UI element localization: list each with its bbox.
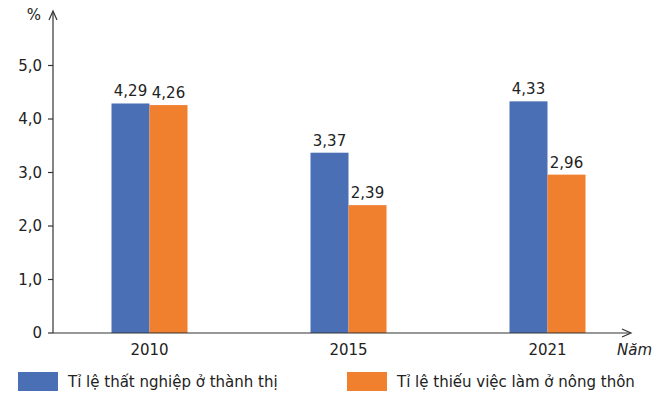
bar — [311, 153, 349, 333]
data-label: 4,33 — [512, 80, 545, 98]
legend-label: Tỉ lệ thiếu việc làm ở nông thôn — [396, 373, 635, 391]
bar — [349, 205, 387, 333]
data-label: 2,96 — [550, 154, 583, 172]
chart-svg: 4,29 3,37 4,33 4,26 2,39 2,96 0 1,0 2,0 3,0 4,0 5,0… — [0, 0, 660, 405]
chart-container: 4,29 3,37 4,33 4,26 2,39 2,96 0 1,0 2,0 3,0 4,0 5,0… — [0, 0, 660, 405]
bars — [112, 101, 586, 333]
bar — [150, 105, 188, 333]
x-tick-label: 2010 — [130, 341, 168, 359]
y-axis-arrow — [49, 11, 57, 20]
y-tick — [48, 65, 53, 66]
y-tick-label: 3,0 — [18, 164, 42, 182]
bar — [510, 101, 548, 333]
x-axis — [53, 332, 630, 333]
legend-swatch — [347, 372, 387, 391]
bar — [112, 103, 150, 333]
y-tick — [48, 225, 53, 226]
y-tick-label: 4,0 — [18, 110, 42, 128]
y-tick — [48, 332, 53, 333]
data-label: 3,37 — [313, 132, 346, 150]
y-tick-label: 0 — [32, 324, 42, 342]
x-axis-label: Năm — [617, 341, 652, 359]
y-axis-label: % — [27, 6, 41, 24]
legend-swatch — [18, 372, 58, 391]
y-tick-label: 5,0 — [18, 57, 42, 75]
x-axis-arrow — [622, 329, 631, 337]
y-tick — [48, 279, 53, 280]
y-tick — [48, 172, 53, 173]
y-tick-label: 2,0 — [18, 217, 42, 235]
y-tick — [48, 118, 53, 119]
data-label: 4,29 — [114, 82, 147, 100]
legend-label: Tỉ lệ thất nghiệp ở thành thị — [67, 373, 278, 391]
data-label: 2,39 — [351, 184, 384, 202]
y-tick-label: 1,0 — [18, 271, 42, 289]
data-label: 4,26 — [152, 84, 185, 102]
x-tick-label: 2015 — [329, 341, 367, 359]
x-tick-label: 2021 — [528, 341, 566, 359]
bar — [548, 175, 586, 333]
